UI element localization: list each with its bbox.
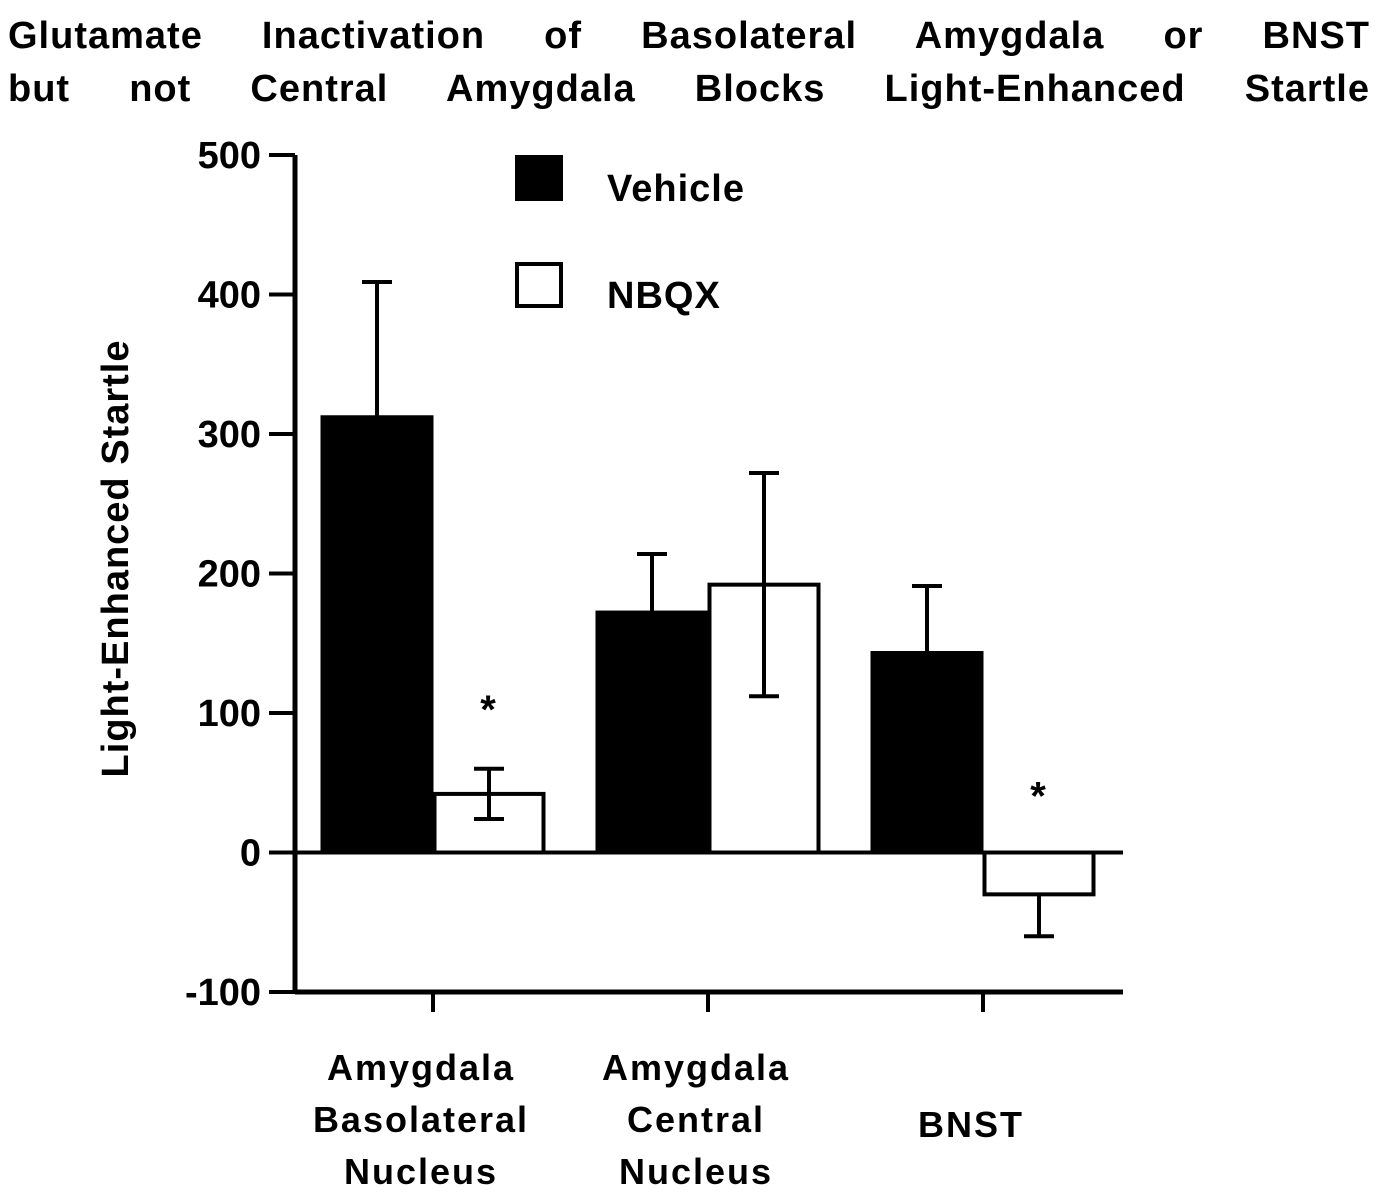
bar-vehicle-1 xyxy=(595,610,709,855)
error-bars xyxy=(362,279,1054,939)
x-category-label: Nucleus xyxy=(619,1151,773,1192)
y-tick-label: 100 xyxy=(198,693,261,735)
bar-vehicle-0 xyxy=(320,415,434,855)
x-category-label: Central xyxy=(627,1099,765,1140)
legend-swatch-vehicle xyxy=(515,155,563,201)
x-category-label: Basolateral xyxy=(313,1099,529,1140)
legend-label-nbqx: NBQX xyxy=(607,275,721,317)
y-tick-label: 200 xyxy=(198,554,261,596)
title-line-1: Glutamate Inactivation of Basolateral Am… xyxy=(8,15,1370,57)
y-tick-label: 0 xyxy=(240,833,261,875)
chart-title: Glutamate Inactivation of Basolateral Am… xyxy=(8,10,1370,116)
y-tick-label: -100 xyxy=(185,972,261,1014)
bar-nbqx-2 xyxy=(982,850,1096,897)
x-category-label: Nucleus xyxy=(344,1151,498,1192)
y-axis-label: Light-Enhanced Startle xyxy=(95,340,137,778)
x-category-label: BNST xyxy=(918,1104,1024,1145)
legend-label-vehicle: Vehicle xyxy=(607,168,745,210)
x-category-label: Amygdala xyxy=(327,1047,515,1088)
x-category-label: Amygdala xyxy=(602,1047,790,1088)
bars xyxy=(320,415,1096,897)
bar-vehicle-2 xyxy=(870,651,984,855)
significance-marker: * xyxy=(480,688,496,732)
legend: Vehicle NBQX xyxy=(515,155,745,317)
y-tick-label: 300 xyxy=(198,414,261,456)
legend-swatch-nbqx xyxy=(515,262,563,308)
y-tick-label: 400 xyxy=(198,275,261,317)
significance-marker: * xyxy=(1030,775,1046,819)
y-tick-label: 500 xyxy=(198,135,261,177)
title-line-2: but not Central Amygdala Blocks Light-En… xyxy=(8,68,1370,110)
chart-text: 500 400 300 200 100 0 -100 Light-Enhanced Start… xyxy=(95,135,1046,1192)
